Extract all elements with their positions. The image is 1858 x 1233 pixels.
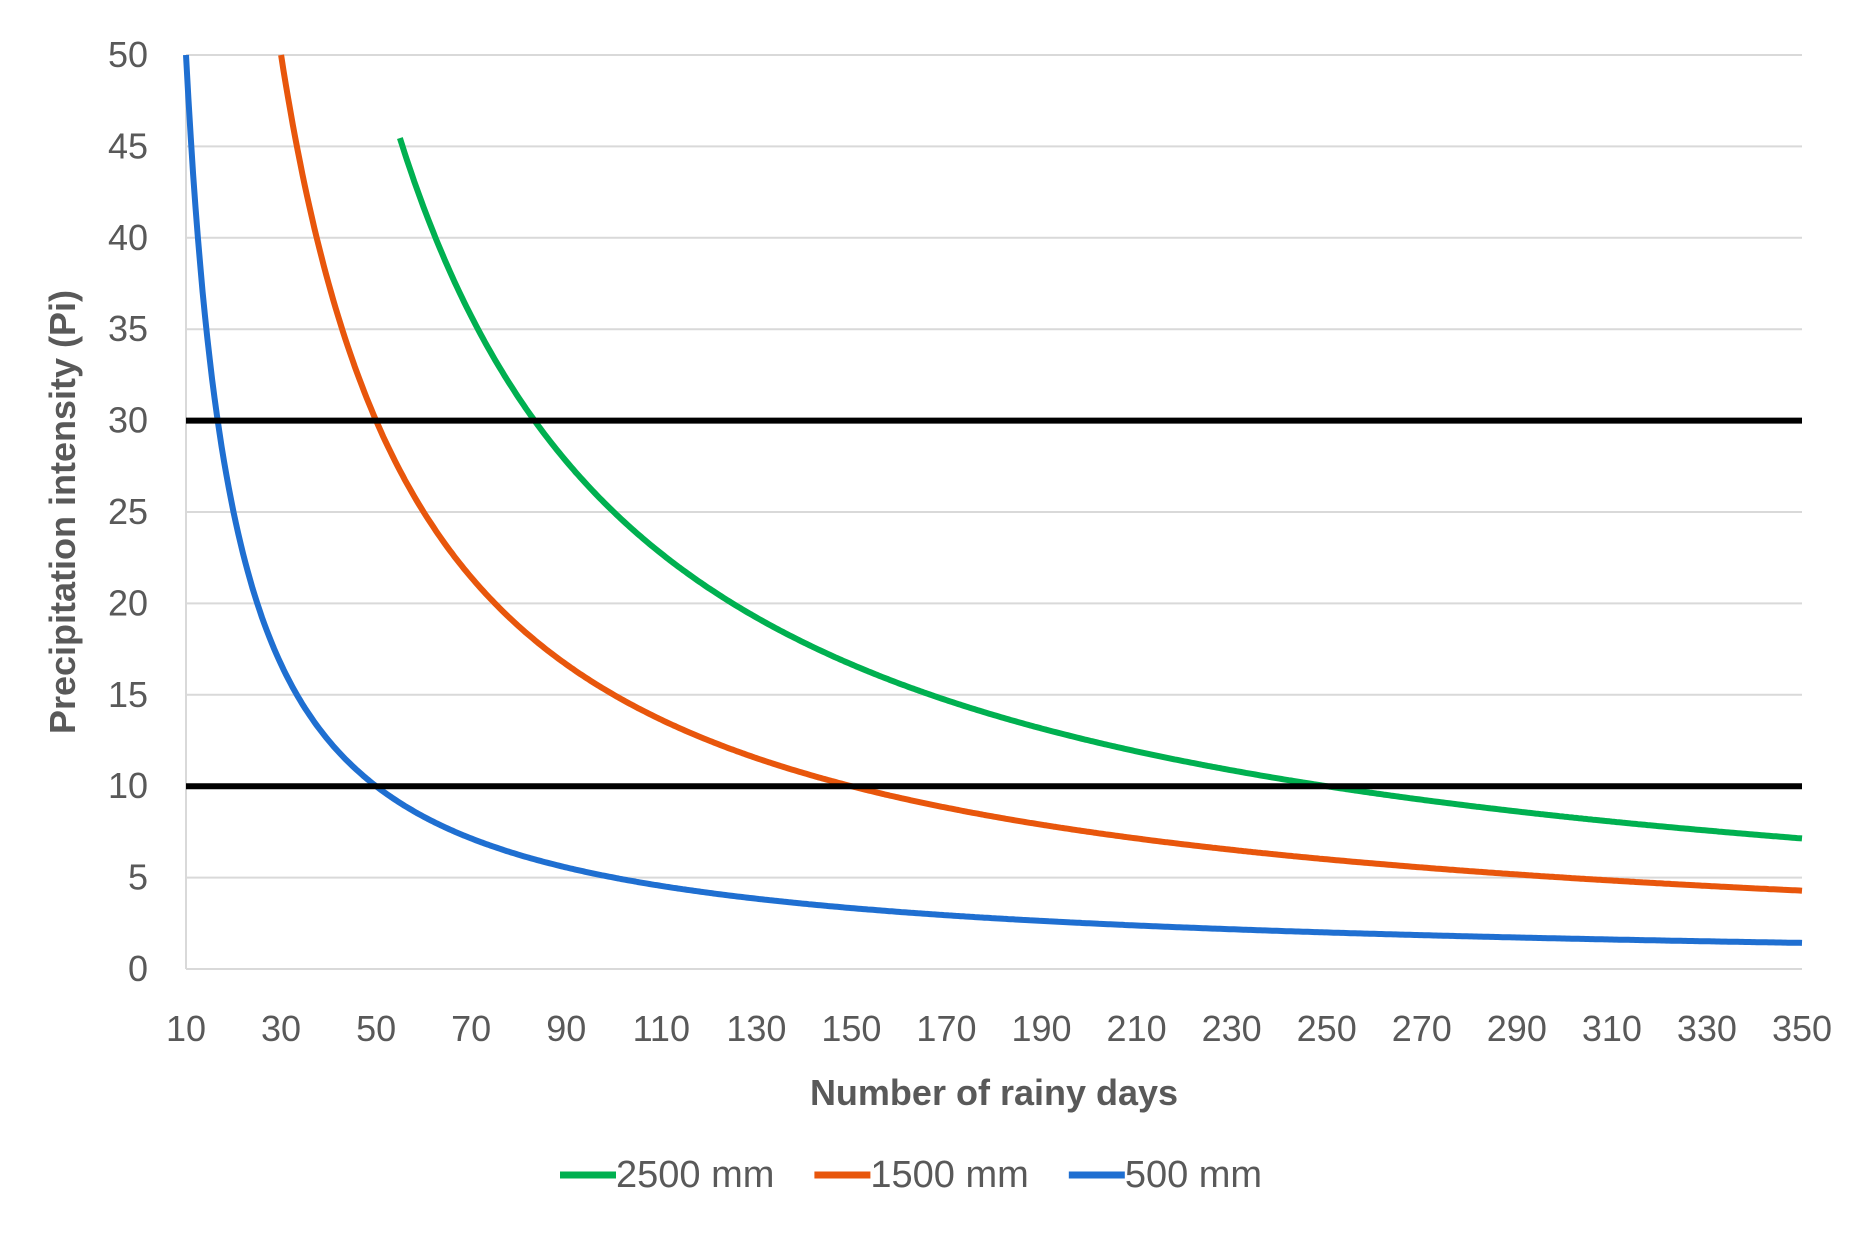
legend-item: 1500 mm — [814, 1154, 1029, 1196]
reference-lines — [186, 417, 1802, 790]
x-tick-label: 130 — [726, 1008, 786, 1049]
y-tick-label: 35 — [108, 308, 148, 349]
series-line-1500-mm — [278, 54, 1803, 894]
y-tick-label: 25 — [108, 491, 148, 532]
x-tick-label: 30 — [261, 1008, 301, 1049]
legend-label: 500 mm — [1125, 1154, 1262, 1196]
x-tick-label: 330 — [1677, 1008, 1737, 1049]
series-line-500-mm — [183, 54, 1803, 946]
x-tick-label: 10 — [166, 1008, 206, 1049]
legend-label: 2500 mm — [616, 1154, 774, 1196]
x-tick-label: 110 — [633, 1008, 690, 1049]
legend-item: 500 mm — [1068, 1154, 1262, 1196]
x-tick-labels: 10 30 50 70 90 110 130 150 170 190 210 230 250 270 290… — [166, 1008, 1832, 1049]
gridlines — [185, 54, 1802, 970]
legend: 2500 mm 1500 mm 500 mm — [560, 1154, 1262, 1196]
x-tick-label: 50 — [356, 1008, 396, 1049]
y-tick-label: 5 — [128, 857, 148, 898]
x-tick-label: 210 — [1107, 1008, 1167, 1049]
x-tick-label: 250 — [1297, 1008, 1357, 1049]
x-tick-label: 170 — [916, 1008, 976, 1049]
series-lines — [183, 54, 1803, 946]
y-tick-label: 20 — [108, 582, 148, 623]
y-tick-label: 40 — [108, 217, 148, 258]
x-tick-label: 270 — [1392, 1008, 1452, 1049]
x-tick-label: 230 — [1202, 1008, 1262, 1049]
series-line-2500-mm — [397, 137, 1803, 842]
y-axis-title: Precipitation intensity (Pi) — [42, 290, 83, 734]
y-tick-label: 30 — [108, 400, 148, 441]
y-tick-label: 10 — [108, 765, 148, 806]
legend-item: 2500 mm — [560, 1154, 774, 1196]
y-tick-label: 45 — [108, 125, 148, 166]
y-tick-labels: 0 5 10 15 20 25 30 35 40 45 50 — [108, 34, 148, 989]
x-tick-label: 150 — [821, 1008, 881, 1049]
x-tick-label: 70 — [451, 1008, 491, 1049]
x-tick-label: 90 — [546, 1008, 586, 1049]
x-tick-label: 310 — [1582, 1008, 1642, 1049]
y-tick-label: 0 — [128, 948, 148, 989]
y-tick-label: 50 — [108, 34, 148, 75]
x-axis-title: Number of rainy days — [810, 1072, 1178, 1113]
legend-label: 1500 mm — [870, 1154, 1028, 1196]
y-tick-label: 15 — [108, 674, 148, 715]
x-tick-label: 190 — [1011, 1008, 1071, 1049]
x-tick-label: 290 — [1487, 1008, 1547, 1049]
x-tick-label: 350 — [1772, 1008, 1832, 1049]
